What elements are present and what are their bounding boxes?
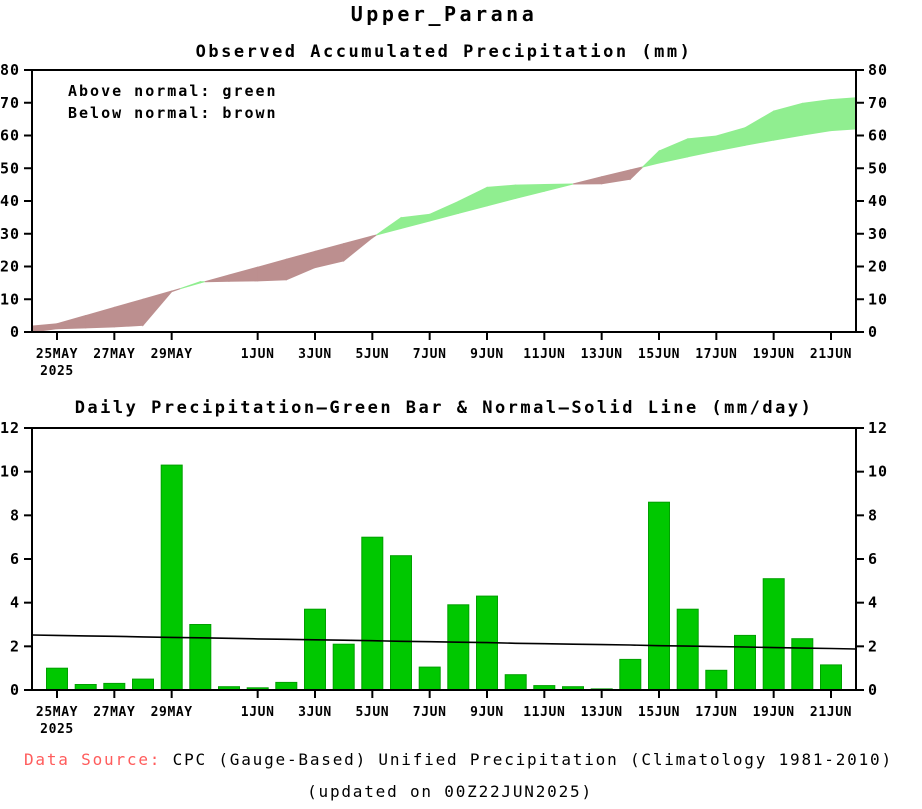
legend-below-normal: Below normal: brown (68, 104, 278, 122)
x-axis-label: 5JUN (355, 705, 389, 720)
x-axis-label: 11JUN (523, 705, 565, 720)
y-axis-label-left: 0 (10, 323, 20, 341)
accumulated-band (31, 97, 857, 333)
legend-above-normal: Above normal: green (68, 82, 278, 100)
x-axis-label: 3JUN (298, 347, 332, 362)
y-axis-label-left: 60 (0, 127, 20, 145)
y-axis-label-left: 30 (0, 225, 20, 243)
y-axis-label-right: 50 (868, 159, 888, 177)
y-axis-label-left: 8 (10, 506, 20, 524)
data-source-label: Data Source: (24, 750, 162, 769)
y-axis-label-left: 20 (0, 258, 20, 276)
y-axis-label-left: 10 (0, 290, 20, 308)
precip-bar (504, 674, 527, 691)
x-axis-label: 29MAY (151, 347, 193, 362)
x-axis-label: 17JUN (695, 347, 737, 362)
x-axis-label: 7JUN (413, 347, 447, 362)
precip-bar (332, 643, 355, 691)
precip-bar (189, 624, 212, 691)
precip-bar (418, 666, 441, 691)
x-axis-label: 21JUN (810, 347, 852, 362)
daily-precip-chart: 0 0 2 2 4 4 6 6 8 8 10 10 12 12 25MAY 2025 27MAY 29MAY 1JU… (0, 420, 888, 737)
x-axis-label: 19JUN (753, 347, 795, 362)
precip-bars (46, 464, 842, 691)
x-axis-year-label: 2025 (40, 722, 74, 737)
x-axis-label: 1JUN (241, 347, 275, 362)
y-axis-label-left: 2 (10, 637, 20, 655)
y-axis-label-left: 50 (0, 159, 20, 177)
accumulated-chart-title: Observed Accumulated Precipitation (mm) (195, 42, 693, 62)
precip-bar (619, 658, 642, 691)
y-axis-label-left: 40 (0, 192, 20, 210)
y-axis-label-left: 80 (0, 64, 20, 79)
y-axis-label-right: 70 (868, 94, 888, 112)
x-axis-label: 25MAY (36, 705, 78, 720)
precip-bar (762, 578, 785, 691)
precip-bar (361, 536, 384, 691)
x-axis-label: 19JUN (753, 705, 795, 720)
y-axis-label-right: 0 (868, 323, 878, 341)
accumulated-chart-axes: 0 0 10 10 20 20 30 30 40 40 50 50 60 60 70 70 80 80 25MAY 2… (0, 64, 888, 379)
y-axis-label-right: 8 (868, 506, 878, 524)
precip-bar (46, 667, 68, 691)
x-axis-label: 29MAY (151, 705, 193, 720)
y-axis-label-left: 70 (0, 94, 20, 112)
y-axis-label-right: 2 (868, 637, 878, 655)
updated-line: (updated on 00Z22JUN2025) (307, 782, 593, 801)
x-axis-label: 9JUN (470, 705, 504, 720)
precip-bar (734, 634, 756, 691)
y-axis-label-left: 4 (10, 594, 20, 612)
page-title: Upper_Parana (350, 2, 538, 26)
y-axis-label-right: 4 (868, 594, 878, 612)
y-axis-label-right: 40 (868, 192, 888, 210)
x-axis-label: 1JUN (241, 705, 275, 720)
y-axis-label-right: 0 (868, 681, 878, 699)
precip-bar (132, 678, 154, 691)
x-axis-label: 13JUN (581, 705, 623, 720)
precip-bar (648, 501, 670, 691)
precip-bar (390, 555, 412, 691)
y-axis-label-left: 10 (0, 463, 20, 481)
precip-bar (820, 664, 842, 691)
precip-bar (275, 681, 298, 691)
x-axis-year-label: 2025 (40, 364, 74, 379)
x-axis-label: 15JUN (638, 347, 680, 362)
x-axis-label: 25MAY (36, 347, 78, 362)
y-axis-label-right: 80 (868, 64, 888, 79)
x-axis-label: 27MAY (93, 347, 135, 362)
precip-bar (160, 464, 183, 691)
y-axis-label-right: 10 (868, 290, 888, 308)
y-axis-label-left: 6 (10, 550, 20, 568)
y-axis-label-right: 60 (868, 127, 888, 145)
y-axis-label-right: 10 (868, 463, 888, 481)
data-source-line: Data Source: CPC (Gauge-Based) Unified P… (24, 750, 893, 769)
normal-line (31, 634, 857, 650)
y-axis-label-left: 0 (10, 681, 20, 699)
x-axis-label: 5JUN (355, 347, 389, 362)
x-axis-label: 17JUN (695, 705, 737, 720)
x-axis-label: 3JUN (298, 705, 332, 720)
precip-bar (791, 638, 814, 691)
precip-bar (705, 669, 728, 691)
x-axis-label: 13JUN (581, 347, 623, 362)
daily-chart-title: Daily Precipitation–Green Bar & Normal–S… (74, 398, 814, 418)
x-axis-label: 15JUN (638, 705, 680, 720)
x-axis-label: 21JUN (810, 705, 852, 720)
x-axis-label: 9JUN (470, 347, 504, 362)
precip-bar (304, 608, 326, 691)
y-axis-label-right: 20 (868, 258, 888, 276)
daily-chart-axes: 0 0 2 2 4 4 6 6 8 8 10 10 12 12 25MAY 2025 27MAY 29MAY 1JU… (0, 420, 888, 737)
y-axis-label-right: 30 (868, 225, 888, 243)
x-axis-label: 7JUN (413, 705, 447, 720)
x-axis-label: 27MAY (93, 705, 135, 720)
y-axis-label-right: 6 (868, 550, 878, 568)
y-axis-label-right: 12 (868, 420, 888, 437)
x-axis-label: 11JUN (523, 347, 565, 362)
precip-bar (447, 604, 470, 691)
precip-bar (676, 608, 699, 691)
data-source-text: CPC (Gauge-Based) Unified Precipitation … (172, 750, 893, 769)
y-axis-label-left: 12 (0, 420, 20, 437)
